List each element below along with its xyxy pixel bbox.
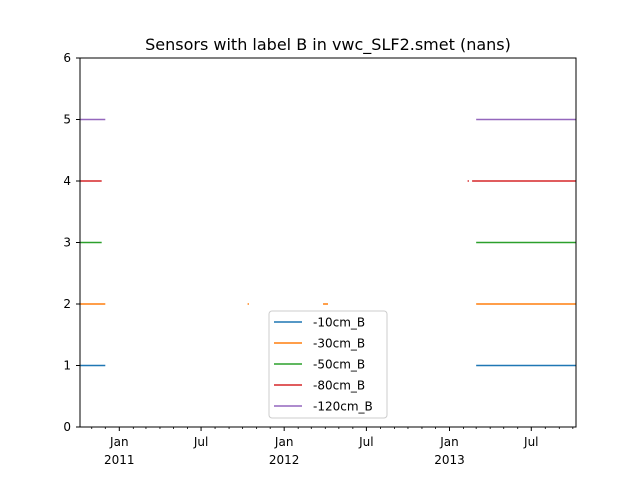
x-tick-label-1: Jul (193, 435, 208, 449)
y-tick-label-2: 2 (63, 297, 71, 311)
y-tick-label-6: 6 (63, 51, 71, 65)
series-layer (80, 118, 576, 367)
legend-label-4: -120cm_B (313, 400, 373, 414)
y-tick-label-0: 0 (63, 420, 71, 434)
x-tick-sublabel-4: 2013 (434, 453, 465, 467)
x-tick-label-3: Jul (358, 435, 373, 449)
chart-title: Sensors with label B in vwc_SLF2.smet (n… (145, 35, 511, 55)
y-tick-label-1: 1 (63, 359, 71, 373)
x-tick-label-0: Jan (109, 435, 129, 449)
x-tick-label-2: Jan (274, 435, 294, 449)
legend-label-1: -30cm_B (313, 337, 365, 351)
legend-label-2: -50cm_B (313, 358, 365, 372)
y-tick-label-4: 4 (63, 174, 71, 188)
legend-box (268, 310, 388, 419)
y-axis: 0 1 2 3 4 5 6 (63, 51, 80, 434)
y-tick-label-5: 5 (63, 113, 71, 127)
x-tick-label-5: Jul (523, 435, 538, 449)
legend-label-0: -10cm_B (313, 316, 365, 330)
x-tick-sublabel-2: 2012 (269, 453, 300, 467)
x-axis: Jan 2011 Jul Jan 2012 Jul Jan 2013 Jul (91, 427, 574, 467)
legend-label-3: -80cm_B (313, 379, 365, 393)
x-tick-label-4: Jan (439, 435, 459, 449)
legend: -10cm_B -30cm_B -50cm_B -80cm_B -120cm_B (268, 310, 388, 419)
y-tick-label-3: 3 (63, 236, 71, 250)
x-tick-sublabel-0: 2011 (104, 453, 135, 467)
